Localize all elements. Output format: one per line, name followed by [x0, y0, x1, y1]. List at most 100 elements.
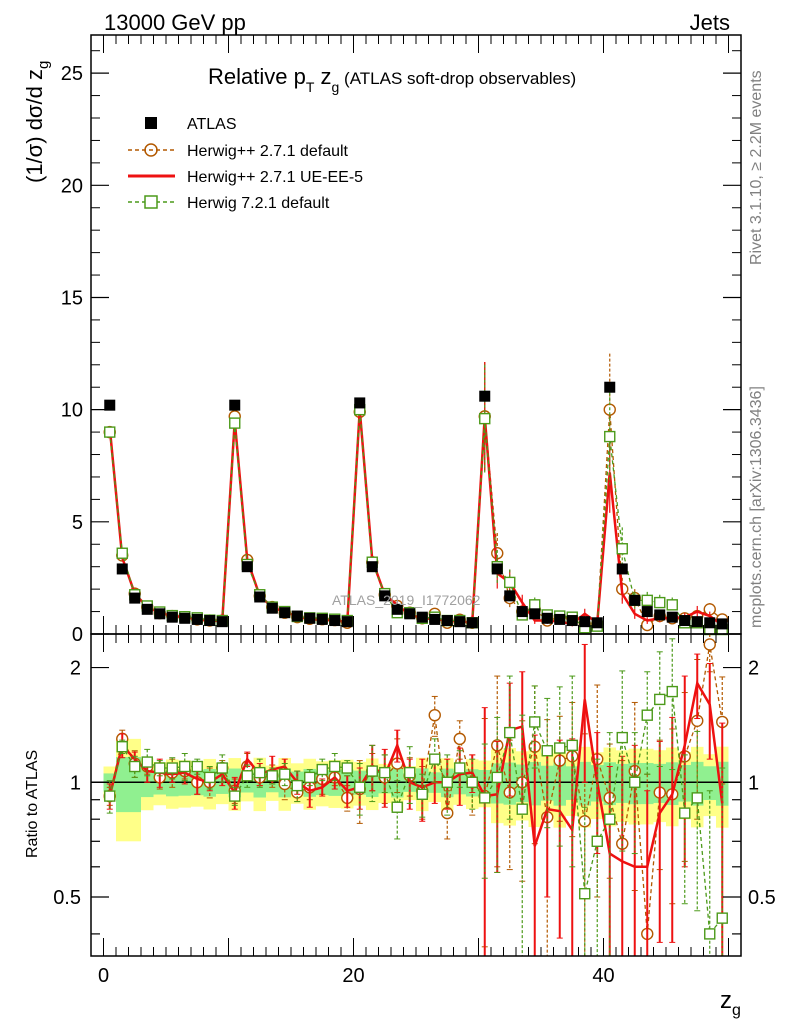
ratio-point [229, 790, 241, 802]
ratio-point [691, 792, 703, 804]
data-point [591, 617, 603, 629]
data-point [229, 399, 241, 411]
band-inner [116, 757, 129, 813]
legend: ATLAS Herwig++ 2.7.1 default Herwig++ 2.… [128, 116, 363, 212]
ratio-line-herwig7 [109, 690, 723, 936]
title-sub-g: g [332, 79, 340, 95]
data-point [341, 616, 353, 628]
ratio-point [466, 776, 478, 788]
ratio-point [566, 739, 578, 752]
ratio-point [154, 762, 166, 774]
data-point [116, 563, 128, 575]
ratio-point [254, 766, 266, 779]
chart-title: Relative pT zg (ATLAS soft-drop observab… [208, 64, 576, 95]
data-point [566, 615, 578, 627]
data-point [379, 590, 391, 602]
ratio-point [554, 742, 566, 754]
data-point [291, 610, 303, 622]
ratio-point [704, 928, 716, 940]
ratio-point [541, 745, 553, 757]
ratio-point [291, 779, 303, 792]
ratio-point [391, 801, 403, 813]
data-point [666, 611, 678, 623]
y-tick-label: 25 [61, 63, 83, 85]
data-point [429, 613, 441, 625]
data-point [616, 563, 628, 575]
ratio-point [266, 770, 278, 782]
data-point [479, 390, 491, 402]
data-point [154, 608, 166, 620]
header-process: Jets [690, 10, 730, 35]
ratio-tick-label-right: 0.5 [748, 887, 776, 909]
legend-marker-atlas [145, 117, 157, 129]
data-point [479, 412, 491, 425]
data-point [141, 603, 153, 615]
ratio-point [279, 768, 291, 780]
ratio-point [204, 771, 216, 784]
ratio-tick-label-right: 1 [748, 772, 759, 794]
data-point [179, 612, 191, 624]
data-point [354, 397, 366, 409]
data-point [279, 607, 291, 619]
ratio-point [404, 766, 416, 779]
data-point [316, 613, 328, 625]
ratio-point [129, 760, 141, 773]
series-atlas [104, 381, 728, 630]
x-tick-label: 0 [98, 965, 109, 987]
ratio-tick-label: 2 [70, 658, 81, 680]
ratio-point [641, 709, 653, 721]
data-point [641, 594, 653, 607]
ratio-point [304, 771, 316, 784]
band-inner [703, 766, 716, 801]
data-point [654, 596, 666, 609]
data-point [129, 592, 141, 604]
rivet-label: Rivet 3.1.10, ≥ 2.2M events [748, 70, 765, 265]
ratio-point [504, 726, 516, 739]
svg-text:zg: zg [720, 987, 741, 1019]
mcplots-label: mcplots.cern.ch [arXiv:1306.3436] [748, 386, 765, 628]
x-tick-label: 20 [342, 965, 364, 987]
ratio-point [366, 765, 378, 777]
title-part-b: z [314, 64, 331, 89]
ratio-panel: 0 20 40 0.5 0.5 1 1 2 2 [53, 633, 776, 987]
data-point [304, 612, 316, 624]
ratio-point [191, 760, 203, 773]
y-tick-label: 5 [72, 512, 83, 534]
title-part-a: Relative p [208, 64, 306, 89]
legend-label-herwigpp-default: Herwig++ 2.7.1 default [187, 143, 349, 160]
data-point [116, 547, 128, 559]
data-point [654, 609, 666, 621]
ratio-point [491, 771, 503, 784]
ratio-point [441, 776, 453, 788]
ratio-point [703, 638, 716, 651]
y-axis-label-bottom: Ratio to ATLAS [24, 750, 41, 858]
data-point [579, 616, 591, 628]
ratio-point [604, 813, 616, 825]
ratio-point [679, 807, 691, 819]
legend-marker-herwigpp-default [144, 143, 158, 157]
data-point [704, 617, 716, 629]
data-point [604, 430, 616, 443]
series-herwigpp-default [103, 353, 729, 632]
legend-label-atlas: ATLAS [187, 116, 237, 133]
data-point [366, 561, 378, 573]
data-point [204, 615, 216, 627]
data-point [391, 603, 403, 615]
data-point [416, 611, 428, 623]
data-point [104, 426, 116, 438]
series-herwigpp-ueee5 [108, 361, 723, 628]
y-axis-label-top: (1/σ) dσ/d zg [22, 61, 52, 183]
ratio-point [429, 753, 441, 765]
ratio-point [516, 803, 528, 815]
data-point [604, 381, 616, 393]
ratio-point [179, 760, 191, 773]
ratio-point [654, 693, 666, 706]
legend-marker-herwig7 [144, 195, 158, 209]
data-point [254, 591, 266, 603]
ratio-point [616, 731, 628, 744]
top-panel: 0 5 10 15 20 25 [61, 34, 742, 646]
ratio-point [529, 716, 541, 728]
legend-label-herwigpp-ueee5: Herwig++ 2.7.1 UE-EE-5 [187, 169, 363, 186]
ratio-point [453, 732, 466, 746]
